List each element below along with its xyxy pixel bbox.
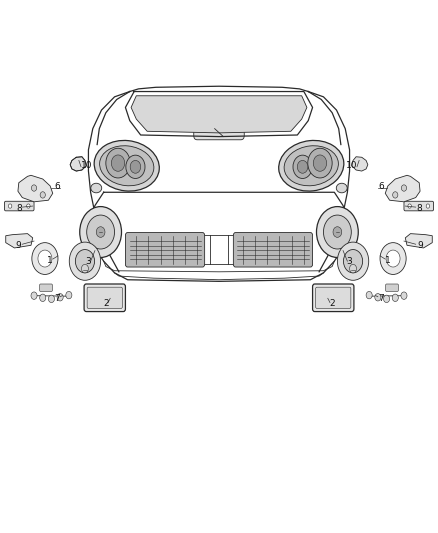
Circle shape bbox=[130, 160, 141, 173]
Text: 8: 8 bbox=[417, 204, 422, 213]
Ellipse shape bbox=[99, 146, 154, 186]
Circle shape bbox=[75, 249, 95, 273]
Circle shape bbox=[317, 285, 321, 290]
Circle shape bbox=[38, 250, 52, 267]
FancyBboxPatch shape bbox=[313, 284, 354, 312]
Circle shape bbox=[408, 204, 411, 208]
Text: 1: 1 bbox=[47, 256, 53, 265]
Circle shape bbox=[80, 207, 121, 257]
Polygon shape bbox=[352, 157, 368, 171]
Polygon shape bbox=[385, 175, 420, 202]
Circle shape bbox=[126, 155, 145, 179]
FancyBboxPatch shape bbox=[40, 284, 52, 292]
Circle shape bbox=[32, 243, 58, 274]
Circle shape bbox=[32, 185, 37, 191]
Polygon shape bbox=[6, 233, 33, 248]
Circle shape bbox=[366, 292, 372, 299]
Circle shape bbox=[375, 294, 381, 301]
Circle shape bbox=[386, 250, 400, 267]
Polygon shape bbox=[405, 233, 432, 248]
Ellipse shape bbox=[279, 140, 344, 191]
Circle shape bbox=[313, 155, 327, 171]
Circle shape bbox=[57, 294, 63, 301]
Circle shape bbox=[343, 249, 363, 273]
Circle shape bbox=[106, 148, 130, 178]
Circle shape bbox=[333, 227, 342, 237]
Text: 7: 7 bbox=[54, 294, 60, 303]
Circle shape bbox=[401, 292, 407, 300]
Circle shape bbox=[66, 292, 72, 299]
Circle shape bbox=[426, 204, 430, 208]
FancyBboxPatch shape bbox=[316, 287, 351, 309]
Text: 6: 6 bbox=[378, 182, 384, 191]
Text: 6: 6 bbox=[54, 182, 60, 191]
Circle shape bbox=[87, 215, 115, 249]
Circle shape bbox=[89, 285, 94, 290]
Circle shape bbox=[31, 292, 37, 300]
Circle shape bbox=[401, 185, 406, 191]
Circle shape bbox=[337, 242, 369, 280]
Text: 1: 1 bbox=[385, 256, 391, 265]
Polygon shape bbox=[70, 157, 86, 171]
FancyBboxPatch shape bbox=[125, 232, 205, 267]
Circle shape bbox=[81, 264, 88, 273]
Text: 2: 2 bbox=[103, 299, 109, 308]
Circle shape bbox=[117, 285, 121, 290]
FancyBboxPatch shape bbox=[233, 232, 313, 267]
Circle shape bbox=[308, 148, 332, 178]
Circle shape bbox=[323, 215, 351, 249]
FancyBboxPatch shape bbox=[194, 119, 244, 140]
Circle shape bbox=[317, 207, 358, 257]
Circle shape bbox=[297, 160, 308, 173]
Circle shape bbox=[69, 242, 101, 280]
Text: 10: 10 bbox=[81, 161, 92, 170]
Circle shape bbox=[40, 192, 46, 198]
Text: 9: 9 bbox=[417, 241, 423, 250]
FancyBboxPatch shape bbox=[84, 284, 125, 312]
Text: 9: 9 bbox=[15, 241, 21, 250]
Ellipse shape bbox=[284, 146, 339, 186]
Circle shape bbox=[40, 294, 46, 302]
Circle shape bbox=[293, 155, 312, 179]
Circle shape bbox=[384, 295, 390, 303]
Circle shape bbox=[27, 204, 30, 208]
Circle shape bbox=[392, 294, 398, 302]
Polygon shape bbox=[131, 96, 307, 133]
FancyBboxPatch shape bbox=[4, 201, 34, 211]
Text: 7: 7 bbox=[378, 294, 384, 303]
Polygon shape bbox=[18, 175, 53, 202]
FancyBboxPatch shape bbox=[386, 284, 398, 292]
FancyBboxPatch shape bbox=[87, 287, 122, 309]
Circle shape bbox=[350, 264, 357, 273]
Circle shape bbox=[8, 204, 12, 208]
Text: 3: 3 bbox=[347, 257, 353, 265]
Ellipse shape bbox=[336, 183, 347, 193]
Text: 10: 10 bbox=[346, 161, 357, 170]
Circle shape bbox=[392, 192, 398, 198]
FancyBboxPatch shape bbox=[404, 201, 434, 211]
Text: 3: 3 bbox=[85, 257, 91, 265]
Text: 2: 2 bbox=[329, 299, 335, 308]
Circle shape bbox=[48, 295, 54, 303]
Circle shape bbox=[96, 227, 105, 237]
Text: 8: 8 bbox=[16, 204, 21, 213]
Ellipse shape bbox=[94, 140, 159, 191]
Circle shape bbox=[380, 243, 406, 274]
Circle shape bbox=[111, 155, 125, 171]
Ellipse shape bbox=[91, 183, 102, 193]
Circle shape bbox=[344, 285, 349, 290]
